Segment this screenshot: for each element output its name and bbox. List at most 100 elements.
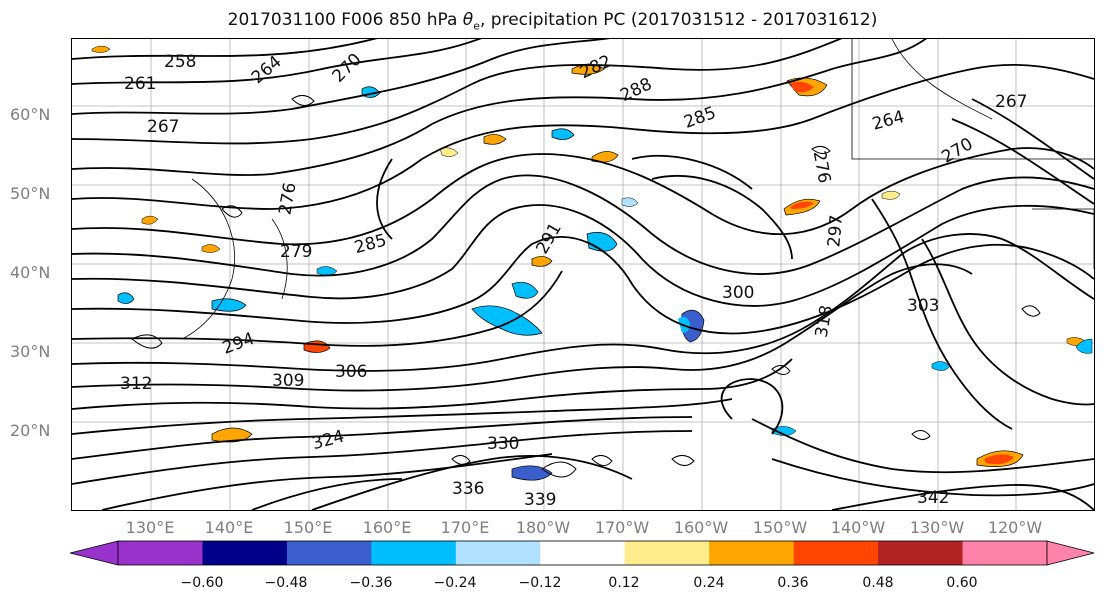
precip-patch	[790, 81, 814, 93]
precip-patch	[511, 281, 539, 299]
contour-label: 330	[487, 434, 519, 454]
colorbar-tick-label: 0.36	[777, 575, 809, 591]
precip-patch	[201, 244, 221, 253]
precip-patch	[531, 256, 553, 267]
colorbar-segment	[371, 541, 457, 565]
lon-tick-label: 150°W	[752, 518, 808, 537]
precip-patch	[439, 147, 459, 157]
precip-patch	[511, 465, 553, 481]
colorbar-tick-label: 0.12	[608, 575, 640, 591]
title-prefix: 2017031100 F006 850 hPa	[227, 10, 463, 30]
contour-label: 312	[120, 374, 152, 394]
contour-label: 297	[824, 214, 847, 248]
lat-tick-label: 20°N	[10, 421, 51, 440]
precip-patch	[621, 197, 639, 207]
map-canvas: 258 261 267 264 270 282 288 276 285 279 …	[72, 39, 1094, 510]
colorbar-tick-label: −0.36	[349, 575, 393, 591]
contour-label: 339	[524, 490, 556, 510]
precip-patch	[303, 340, 331, 353]
precip-patch	[586, 232, 618, 252]
lon-tick-label: 130°W	[909, 518, 965, 537]
colorbar-segments	[70, 540, 1095, 566]
title-suffix: , precipitation PC (2017031512 - 2017031…	[479, 10, 878, 30]
contour-label: 264	[248, 52, 286, 88]
contour-label: 264	[870, 107, 907, 135]
contour-label: 309	[272, 371, 304, 391]
colorbar-segment	[455, 541, 541, 565]
contour-label: 306	[335, 362, 367, 382]
contour-label: 258	[164, 52, 196, 72]
colorbar-segment	[202, 541, 288, 565]
contour-label: 261	[124, 74, 156, 94]
colorbar-segment	[878, 541, 964, 565]
contour-label: 279	[280, 242, 312, 262]
contour-label: 285	[681, 103, 718, 133]
map-panel: 258 261 267 264 270 282 288 276 285 279 …	[71, 38, 1095, 511]
precip-patch	[117, 292, 135, 304]
contour-label: 318	[812, 304, 837, 339]
lon-tick-label: 160°W	[673, 518, 729, 537]
title-symbol: θ	[462, 10, 474, 30]
colorbar-segment	[709, 541, 795, 565]
lon-tick-label: 120°W	[987, 518, 1043, 537]
colorbar-segment	[540, 541, 626, 565]
page-title: 2017031100 F006 850 hPa θe, precipitatio…	[0, 10, 1105, 32]
colorbar-segment	[793, 541, 879, 565]
precip-patch	[790, 201, 814, 209]
lon-tick-label: 140°W	[830, 518, 886, 537]
colorbar-extend-high	[1046, 540, 1095, 566]
precip-patch	[881, 190, 901, 200]
colorbar-tick-label: −0.48	[264, 575, 308, 591]
lon-tick-label: 170°W	[594, 518, 650, 537]
colorbar-segment	[118, 541, 203, 565]
precip-patches	[91, 45, 1093, 481]
lon-tick-label: 160°E	[362, 518, 412, 537]
lat-tick-label: 60°N	[10, 105, 51, 124]
colorbar-tick-label: 0.48	[862, 575, 894, 591]
contour-labels: 258 261 267 264 270 282 288 276 285 279 …	[120, 50, 1027, 510]
colorbar-segment	[286, 541, 372, 565]
coastlines	[181, 39, 1094, 340]
secondary-contours	[131, 95, 1041, 478]
precip-patch	[483, 134, 507, 145]
contour-label: 303	[907, 296, 939, 316]
contour-label: 270	[329, 50, 366, 87]
contour-label: 270	[938, 134, 976, 168]
lat-tick-label: 30°N	[10, 342, 51, 361]
colorbar-tick-label: −0.60	[180, 575, 224, 591]
precip-patch	[211, 298, 247, 312]
contour-label: 276	[809, 149, 834, 184]
precip-patch	[471, 305, 543, 336]
lon-tick-label: 150°E	[283, 518, 333, 537]
lat-tick-label: 50°N	[10, 184, 51, 203]
precip-patch	[1075, 338, 1093, 354]
lon-tick-label: 170°E	[440, 518, 490, 537]
contour-label: 285	[352, 230, 389, 258]
precip-patch	[771, 426, 797, 436]
contour-label: 336	[452, 479, 484, 499]
colorbar-segment	[624, 541, 710, 565]
precip-patch	[984, 454, 1014, 465]
contour-label: 294	[220, 329, 257, 359]
contour-label: 324	[310, 426, 347, 454]
colorbar	[70, 540, 1095, 566]
title-subscript: e	[473, 19, 480, 33]
contour-label: 300	[722, 283, 754, 303]
lat-tick-label: 40°N	[10, 263, 51, 282]
colorbar-tick-label: 0.60	[946, 575, 978, 591]
precip-patch	[141, 215, 159, 225]
contour-label: 276	[275, 181, 300, 216]
colorbar-segment	[962, 541, 1048, 565]
contour-label: 282	[577, 51, 615, 83]
colorbar-tick-label: 0.24	[693, 575, 725, 591]
lon-tick-label: 140°E	[204, 518, 254, 537]
contour-label: 267	[147, 117, 179, 137]
contour-label: 267	[995, 92, 1027, 112]
contour-label: 291	[532, 220, 566, 258]
contour-label: 342	[917, 488, 949, 508]
colorbar-tick-label: −0.12	[518, 575, 562, 591]
precip-patch	[91, 45, 111, 53]
colorbar-extend-low	[70, 540, 119, 566]
lon-tick-label: 180°W	[515, 518, 571, 537]
precip-patch	[551, 128, 575, 140]
